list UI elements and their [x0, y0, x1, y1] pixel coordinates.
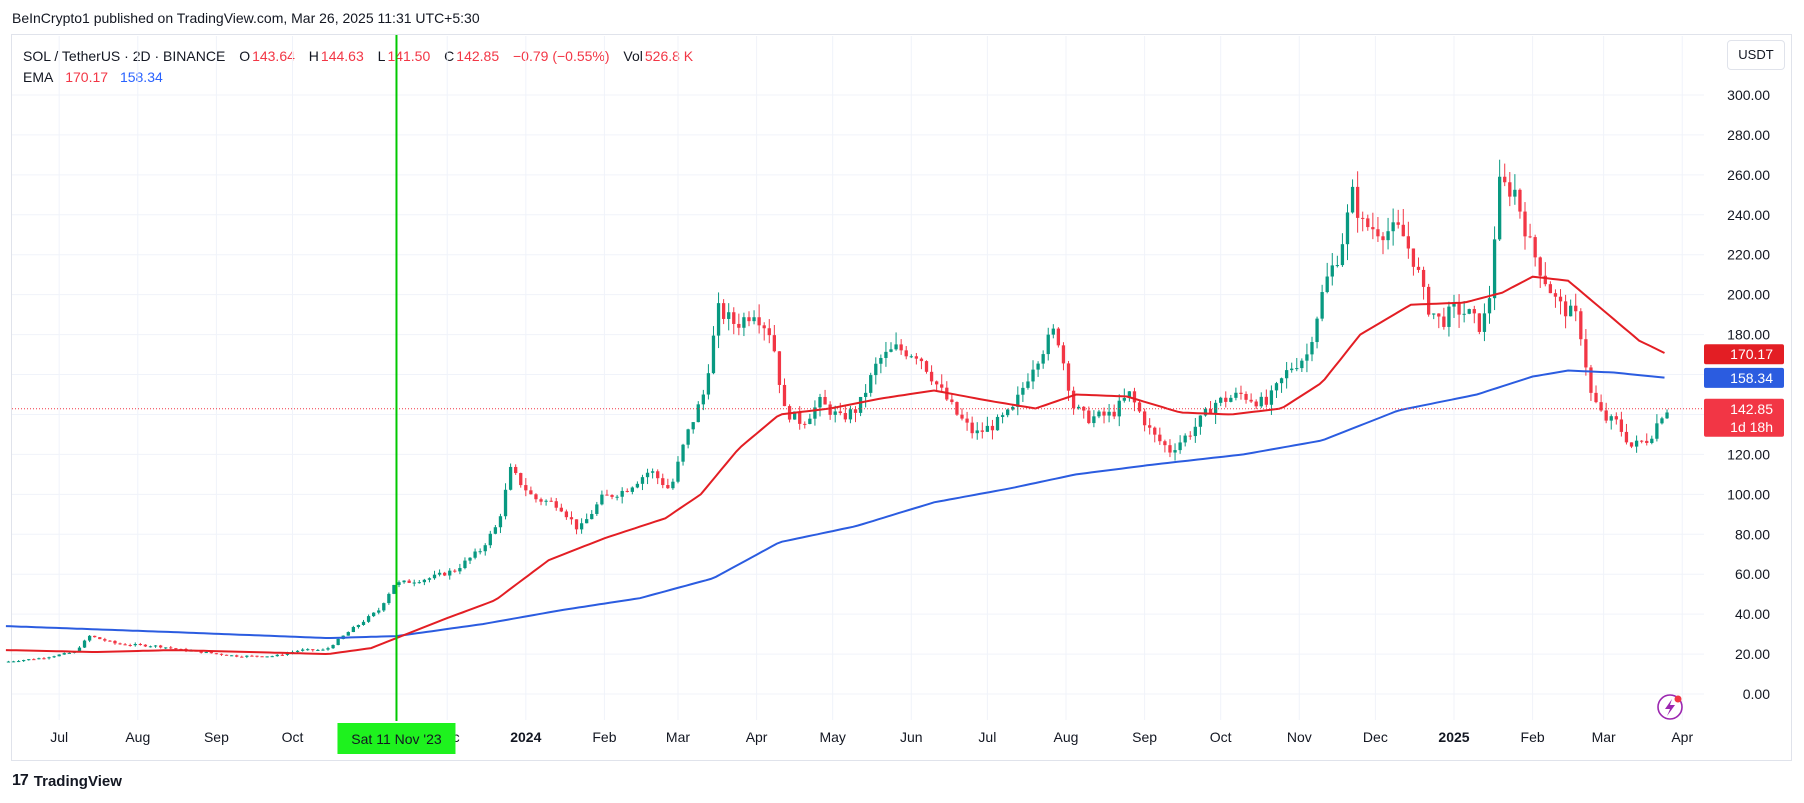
tradingview-brand: TradingView: [33, 772, 122, 790]
open-value: 143.64: [252, 48, 295, 64]
open-label: O: [239, 48, 251, 64]
tv-logo-icon: 17: [12, 772, 29, 789]
close-label: C: [444, 48, 455, 64]
change-value: −0.79 (−0.55%): [513, 48, 610, 64]
low-value: 141.50: [387, 48, 431, 64]
candle-body: [6, 661, 11, 663]
ema-fast-value: 170.17: [65, 69, 109, 85]
low-label: L: [377, 48, 386, 64]
ema-slow-value: 158.34: [119, 69, 163, 85]
high-label: H: [308, 48, 319, 64]
high-value: 144.63: [320, 48, 364, 64]
close-value: 142.85: [456, 48, 500, 64]
symbol-title[interactable]: SOL / TetherUS · 2D · BINANCE: [23, 48, 226, 64]
published-by-line: BeInCrypto1 published on TradingView.com…: [12, 10, 480, 26]
volume-label: Vol: [623, 48, 643, 64]
chart-frame: [11, 34, 1792, 761]
currency-button[interactable]: USDT: [1727, 40, 1785, 70]
ema-row: EMA 170.17 158.34: [23, 67, 703, 88]
volume-value: 526.8 K: [644, 48, 694, 64]
tradingview-logo[interactable]: 17 TradingView: [12, 772, 122, 790]
ema-label[interactable]: EMA: [23, 69, 54, 85]
